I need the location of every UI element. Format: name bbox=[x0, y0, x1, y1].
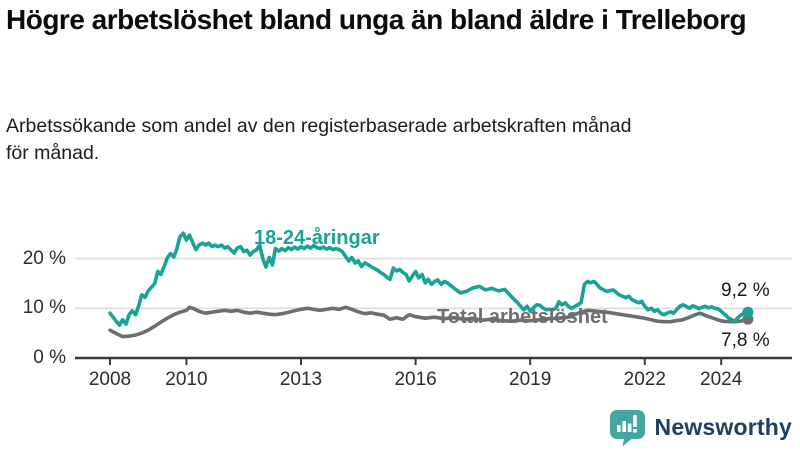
newsworthy-wordmark: Newsworthy bbox=[654, 414, 792, 440]
chart-subtitle-line-1: Arbetssökande som andel av den registerb… bbox=[6, 115, 632, 137]
x-tick-label-2010: 2010 bbox=[165, 369, 208, 390]
y-tick-label-0: 0 % bbox=[33, 347, 66, 368]
youth-end-value-label: 9,2 % bbox=[721, 280, 770, 301]
x-tick-label-2024: 2024 bbox=[700, 369, 743, 390]
newsworthy-speech-bubble-icon bbox=[609, 410, 645, 446]
bar-chart-glyph bbox=[616, 415, 637, 433]
youth-series-label: 18-24-åringar bbox=[254, 227, 380, 249]
chart-subtitle: Arbetssökande som andel av den registerb… bbox=[6, 113, 786, 167]
total-arbetsl-shet-line bbox=[108, 305, 750, 339]
newsworthy-logo: Newsworthy bbox=[609, 409, 792, 446]
x-tick-label-2022: 2022 bbox=[623, 369, 666, 390]
chart-title: Högre arbetslöshet bland unga än bland ä… bbox=[6, 4, 747, 35]
total-end-value-label: 7,8 % bbox=[721, 330, 770, 351]
x-tick-label-2008: 2008 bbox=[88, 369, 132, 390]
18-24-ringar-end-dot bbox=[742, 306, 754, 318]
chart-subtitle-line-2: för månad. bbox=[6, 141, 100, 164]
x-tick-label-2019: 2019 bbox=[509, 369, 552, 390]
y-tick-label-20: 20 % bbox=[22, 248, 66, 269]
18-24-ringar-line bbox=[108, 231, 750, 328]
y-tick-label-10: 10 % bbox=[22, 297, 66, 318]
x-tick-label-2016: 2016 bbox=[394, 369, 437, 390]
x-tick-label-2013: 2013 bbox=[279, 369, 323, 390]
total-series-label: Total arbetslöshet bbox=[437, 306, 608, 328]
